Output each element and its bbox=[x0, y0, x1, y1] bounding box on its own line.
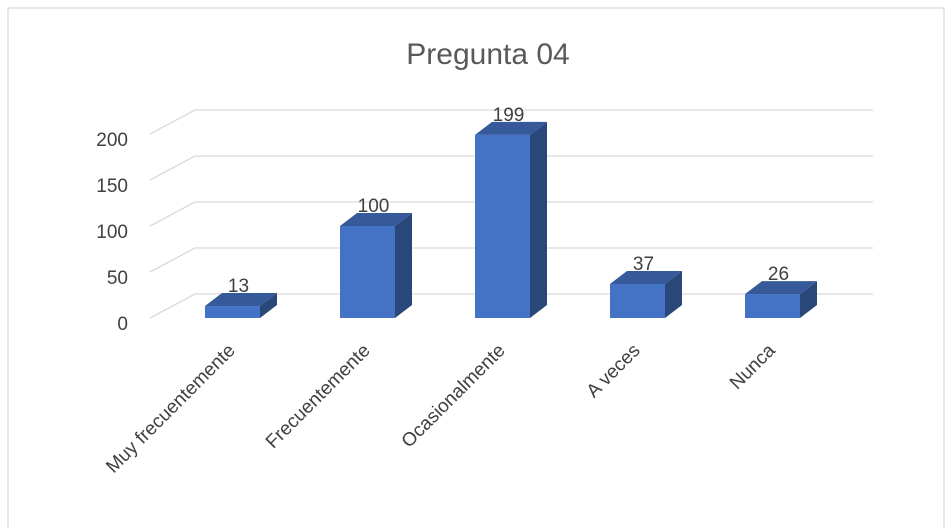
bar bbox=[475, 134, 530, 318]
bar bbox=[745, 294, 800, 318]
bar-top bbox=[475, 121, 547, 135]
bar-side bbox=[800, 281, 817, 318]
value-label: 13 bbox=[228, 276, 249, 297]
value-label: 26 bbox=[768, 264, 789, 285]
bar-top bbox=[205, 293, 277, 307]
y-tick-label: 0 bbox=[117, 314, 128, 335]
bar-top bbox=[340, 213, 412, 226]
y-tick-label: 100 bbox=[96, 222, 128, 243]
y-tick-label: 200 bbox=[96, 130, 128, 151]
bar bbox=[610, 283, 665, 318]
bar bbox=[340, 226, 395, 318]
bar-side bbox=[260, 293, 277, 318]
y-tick-label: 150 bbox=[96, 176, 128, 197]
bar-side bbox=[665, 270, 682, 318]
value-label: 37 bbox=[633, 254, 654, 275]
grid-line bbox=[149, 155, 873, 181]
grid-line bbox=[149, 109, 873, 135]
value-label: 100 bbox=[358, 196, 390, 217]
bar-top bbox=[610, 270, 682, 284]
bar-top bbox=[745, 281, 817, 295]
bar-side bbox=[395, 213, 412, 318]
bar bbox=[205, 306, 260, 318]
value-label: 199 bbox=[493, 105, 525, 126]
chart-title: Pregunta 04 bbox=[406, 38, 569, 71]
grid-line bbox=[149, 247, 873, 273]
y-tick-label: 50 bbox=[107, 268, 128, 289]
bar-side bbox=[530, 121, 547, 318]
grid-line bbox=[149, 201, 873, 227]
